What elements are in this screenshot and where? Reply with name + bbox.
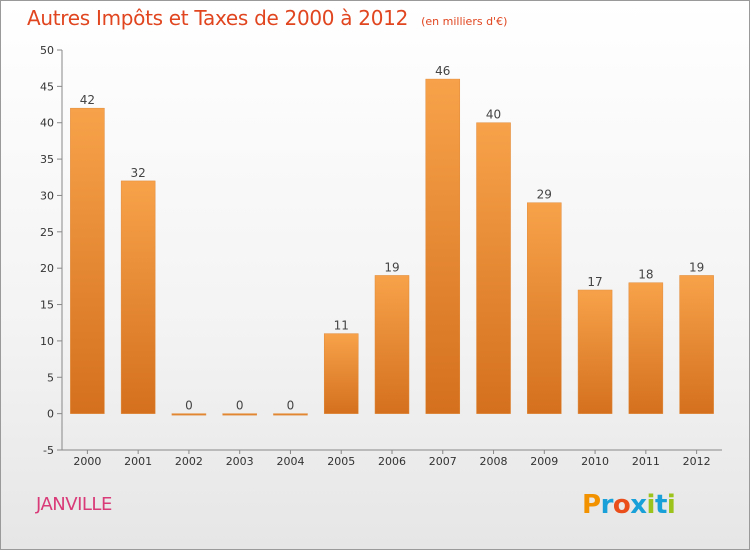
y-tick-label: 25	[40, 226, 54, 239]
logo-letter: i	[646, 490, 656, 520]
chart-unit-note: (en milliers d'€)	[421, 15, 508, 28]
y-tick-label: 45	[40, 80, 54, 93]
place-name: JANVILLE	[36, 494, 112, 515]
data-label: 40	[486, 108, 501, 122]
y-tick-label: 0	[47, 408, 54, 421]
x-tick-label: 2008	[480, 455, 508, 468]
bar	[171, 413, 207, 416]
chart-axes: -5 0 5 10 15 20 25 30 35 40 45 50	[40, 44, 722, 457]
data-label: 32	[131, 166, 146, 180]
chart-header: Autres Impôts et Taxes de 2000 à 2012 (e…	[27, 6, 507, 30]
chart-title: Autres Impôts et Taxes de 2000 à 2012	[27, 6, 408, 30]
data-label: 18	[638, 268, 653, 282]
logo-letter: t	[654, 490, 667, 520]
x-tick-label: 2001	[124, 455, 152, 468]
bar	[273, 413, 308, 416]
logo-letter: r	[600, 490, 614, 520]
y-tick-label: 35	[40, 153, 54, 166]
data-label: 0	[236, 399, 244, 413]
logo-letter: i	[666, 490, 676, 520]
y-tick-label: 15	[40, 299, 54, 312]
bar	[70, 107, 105, 414]
x-tick-label: 2004	[276, 455, 304, 468]
data-label: 46	[435, 64, 450, 78]
data-label: 17	[587, 275, 602, 289]
x-tick-label: 2010	[581, 455, 609, 468]
y-tick-label: 40	[40, 117, 54, 130]
bar	[222, 413, 257, 416]
x-tick-label: 2007	[429, 455, 457, 468]
bar	[120, 180, 156, 414]
x-tick-label: 2011	[632, 455, 660, 468]
x-tick-label: 2009	[530, 455, 558, 468]
chart-labels: 2000 42 2001 32 2002 0 2003 0 2004 0 2005 11 2006 19 2…	[73, 64, 710, 468]
data-label: 19	[384, 260, 399, 274]
bar	[679, 275, 714, 414]
x-tick-label: 2003	[226, 455, 254, 468]
y-tick-label: -5	[43, 444, 54, 457]
data-label: 19	[689, 260, 704, 274]
chart-bars	[70, 78, 714, 416]
bar	[628, 282, 664, 414]
bar	[527, 202, 562, 414]
y-tick-label: 50	[40, 44, 54, 57]
x-tick-label: 2000	[73, 455, 101, 468]
bar	[577, 289, 613, 414]
x-tick-label: 2005	[327, 455, 355, 468]
bar	[374, 275, 410, 414]
data-label: 0	[287, 399, 295, 413]
data-label: 11	[334, 319, 349, 333]
data-label: 29	[537, 188, 552, 202]
proxiti-logo: Proxiti	[582, 490, 676, 520]
x-tick-label: 2002	[175, 455, 203, 468]
logo-letter: P	[582, 490, 601, 520]
bar	[476, 122, 511, 414]
logo-letter: x	[630, 490, 647, 520]
x-tick-label: 2006	[378, 455, 406, 468]
logo-letter: o	[612, 490, 631, 520]
data-label: 42	[80, 93, 95, 107]
bar	[425, 78, 461, 414]
bar	[323, 333, 359, 414]
data-label: 0	[185, 399, 193, 413]
y-tick-label: 10	[40, 335, 54, 348]
y-tick-label: 30	[40, 189, 54, 202]
y-tick-label: 20	[40, 262, 54, 275]
y-tick-label: 5	[47, 371, 54, 384]
x-tick-label: 2012	[683, 455, 711, 468]
